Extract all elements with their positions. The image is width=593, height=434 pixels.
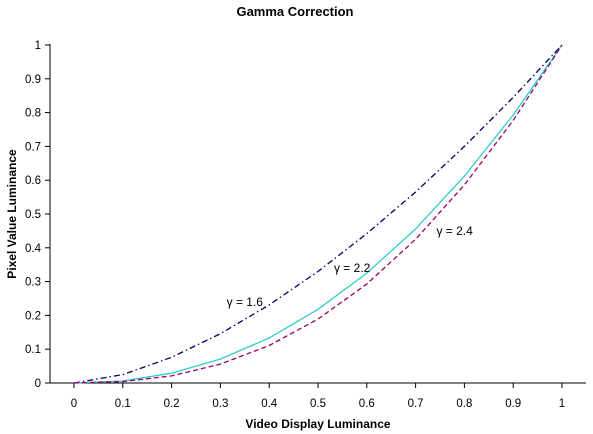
y-tick-label: 0.3	[25, 277, 41, 289]
x-tick-label: 0.3	[212, 398, 228, 410]
x-tick-label: 0.8	[456, 398, 472, 410]
chart-title: Gamma Correction	[236, 4, 353, 19]
gamma-annotation: γ = 1.6	[227, 295, 264, 309]
x-tick-label: 1	[559, 398, 565, 410]
y-axis-label: Pixel Value Luminance	[5, 149, 19, 279]
y-tick-label: 0.8	[25, 108, 41, 120]
series-line-2	[73, 44, 563, 384]
y-tick-label: 0.4	[25, 243, 42, 255]
series-line-1	[73, 44, 563, 384]
x-tick-label: 0.6	[359, 398, 375, 410]
x-tick-label: 0.2	[164, 398, 180, 410]
x-tick-label: 0.5	[310, 398, 326, 410]
annotations: γ = 1.6 γ = 2.2 γ = 2.4	[227, 224, 474, 309]
x-tick-label: 0.1	[115, 398, 131, 410]
y-tick-label: 0.1	[25, 344, 41, 356]
gamma-annotation: γ = 2.2	[334, 261, 371, 275]
series-lines	[73, 44, 563, 384]
y-tick-label: 1	[35, 40, 41, 52]
x-tick-label: 0.9	[505, 398, 521, 410]
gamma-annotation: γ = 2.4	[436, 224, 473, 238]
x-tick-label: 0.4	[261, 398, 278, 410]
x-tick-label: 0	[71, 398, 77, 410]
series-line-3	[73, 44, 563, 384]
y-tick-label: 0.2	[25, 310, 41, 322]
x-axis-label: Video Display Luminance	[245, 417, 390, 431]
y-tick-label: 0.9	[25, 74, 41, 86]
y-tick-label: 0.7	[25, 141, 41, 153]
axes	[49, 44, 586, 384]
y-tick-label: 0	[35, 378, 41, 390]
y-tick-label: 0.5	[25, 209, 41, 221]
x-tick-label: 0.7	[408, 398, 424, 410]
y-ticks: 0 0.1 0.2 0.3 0.4 0.5 0.6 0.7 0.8 0.9 1	[25, 40, 50, 390]
y-tick-label: 0.6	[25, 175, 41, 187]
x-ticks: 0 0.1 0.2 0.3 0.4 0.5 0.6 0.7 0.8 0.9 1	[71, 383, 565, 410]
